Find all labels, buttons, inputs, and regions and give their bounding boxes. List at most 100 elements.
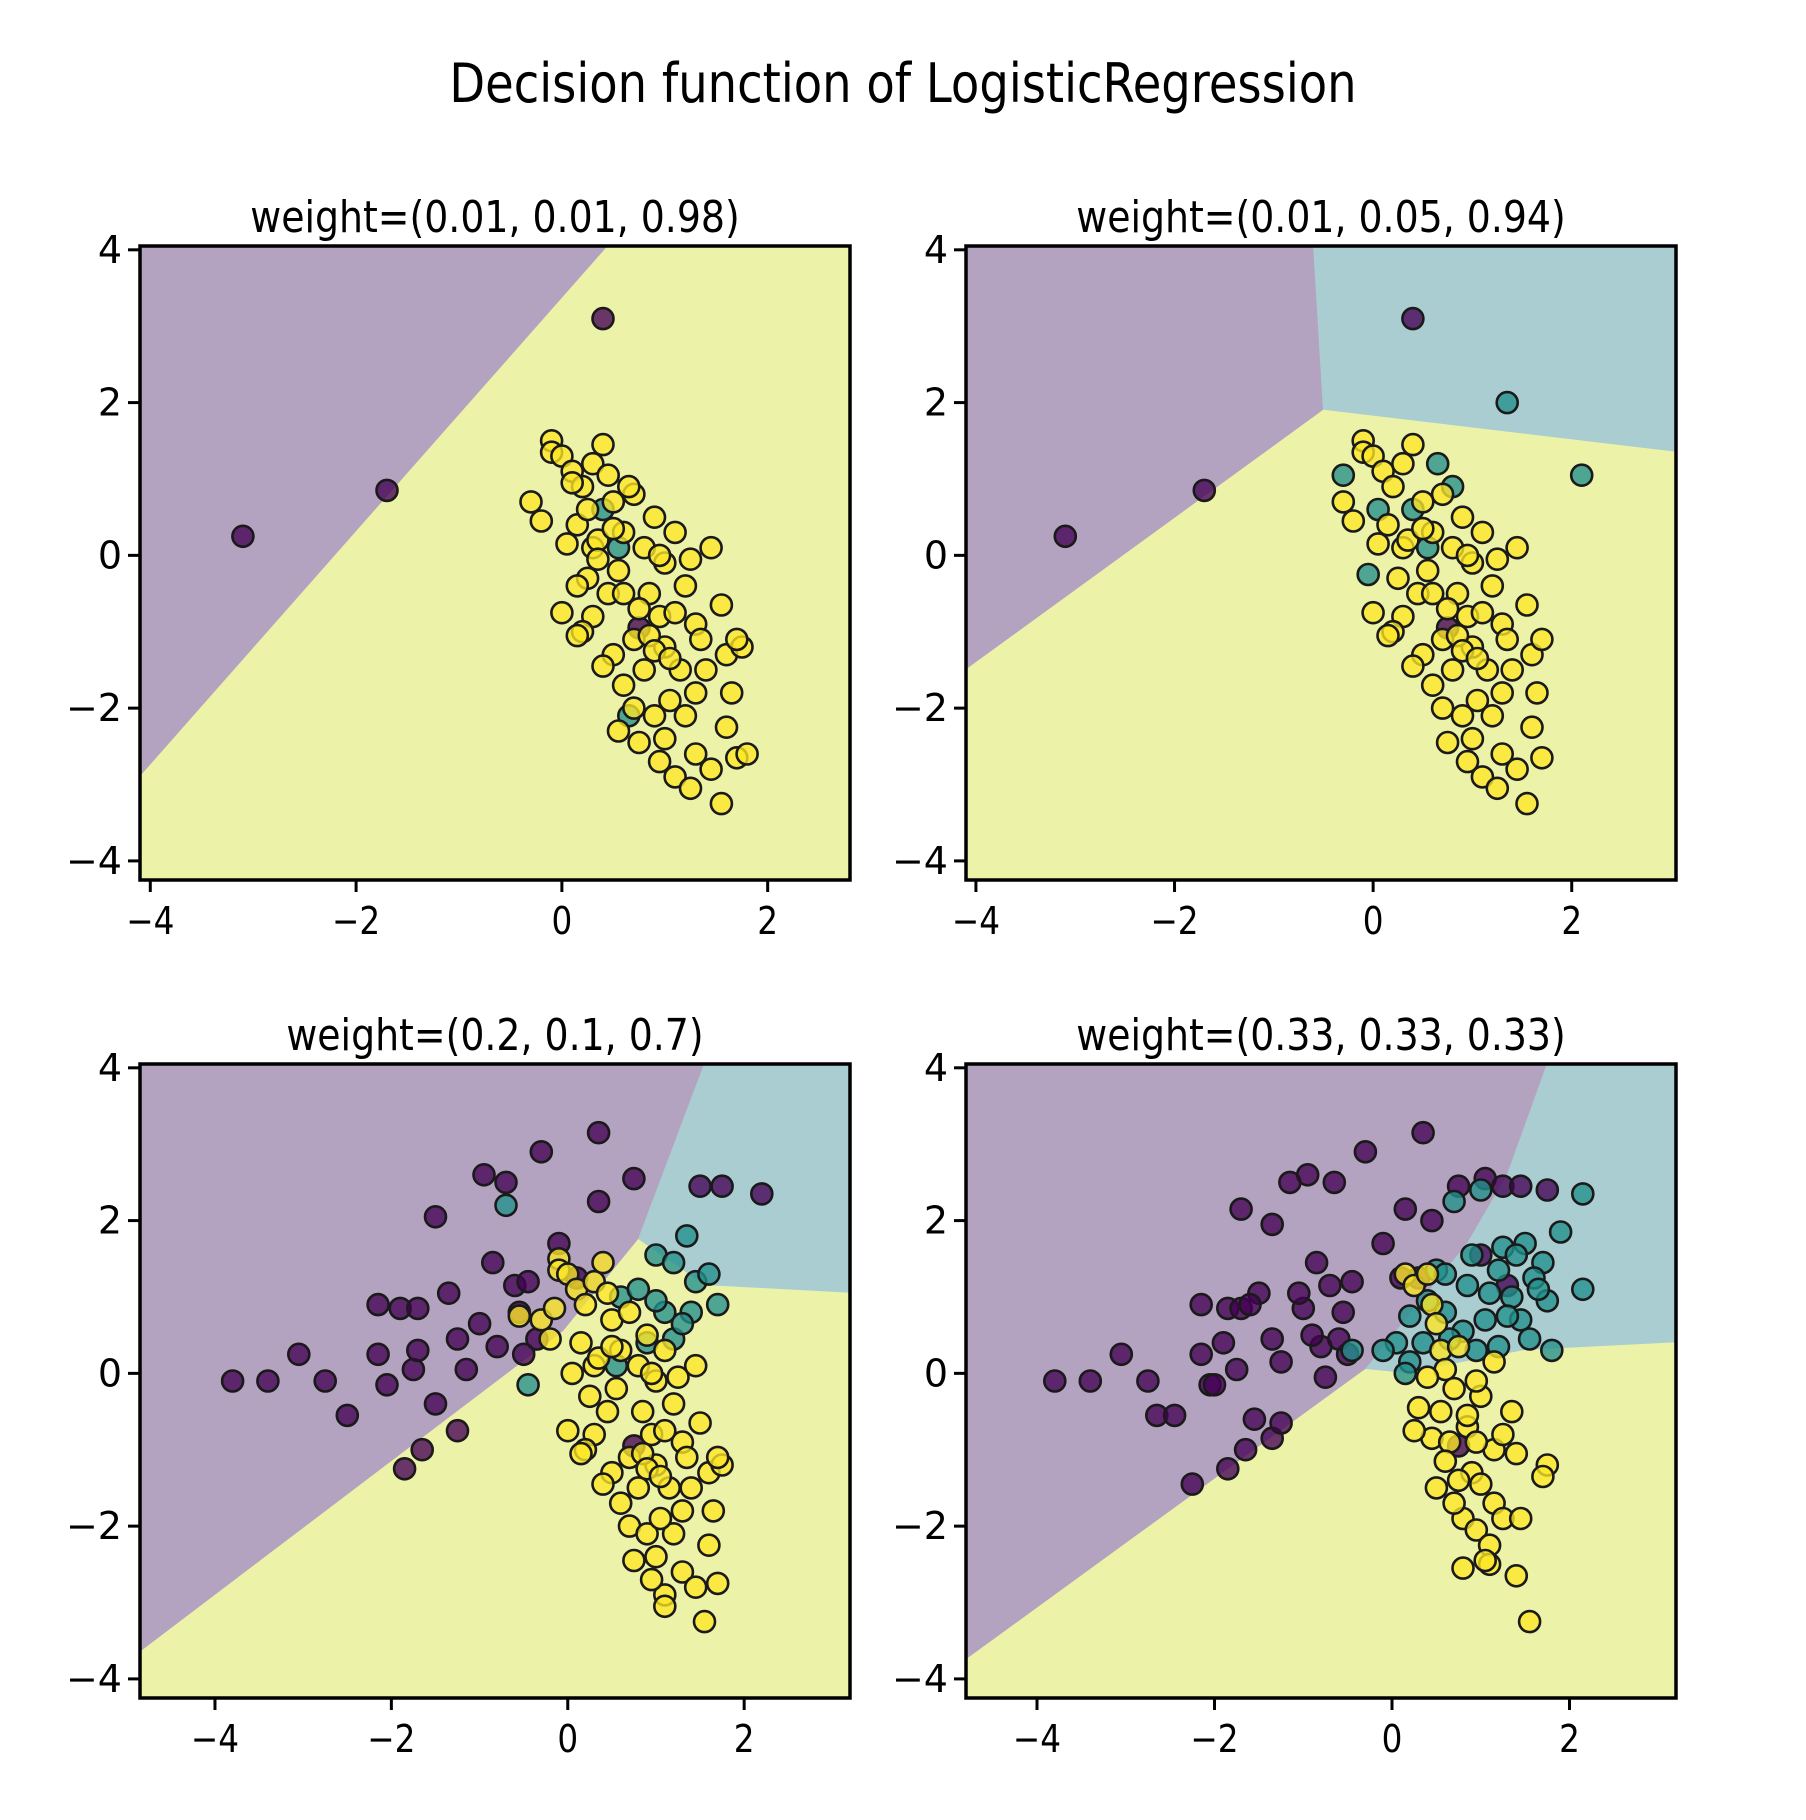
point bbox=[591, 306, 615, 331]
point bbox=[670, 1311, 695, 1336]
point bbox=[445, 1418, 470, 1443]
series-class-1 bbox=[1331, 390, 1594, 587]
point bbox=[1420, 1208, 1444, 1233]
point bbox=[674, 1445, 699, 1470]
point bbox=[1371, 1338, 1395, 1363]
point bbox=[642, 505, 667, 530]
x-tick-label: −2 bbox=[1150, 900, 1198, 944]
point bbox=[1433, 1449, 1458, 1473]
point bbox=[1440, 658, 1465, 682]
point bbox=[1540, 1338, 1564, 1363]
point bbox=[1491, 1422, 1515, 1447]
point bbox=[1415, 1262, 1440, 1286]
point bbox=[1411, 490, 1435, 514]
point bbox=[1420, 1292, 1444, 1317]
y-tick-label: 2 bbox=[924, 1199, 948, 1243]
point bbox=[632, 658, 657, 682]
point bbox=[1078, 1369, 1103, 1393]
point bbox=[1531, 1464, 1555, 1489]
point bbox=[1473, 1308, 1497, 1332]
point bbox=[701, 1499, 726, 1523]
point bbox=[1420, 581, 1445, 606]
axes-frame bbox=[138, 1062, 852, 1700]
point bbox=[1517, 1327, 1542, 1351]
point bbox=[375, 1373, 399, 1397]
point bbox=[647, 543, 672, 568]
point bbox=[1313, 1365, 1338, 1389]
point bbox=[335, 1403, 360, 1428]
x-tick-label: −4 bbox=[952, 900, 1000, 944]
point bbox=[1504, 1243, 1529, 1267]
point bbox=[661, 1522, 686, 1546]
point bbox=[1486, 1258, 1511, 1282]
point bbox=[749, 1182, 774, 1206]
point bbox=[1504, 1441, 1529, 1466]
point bbox=[1420, 673, 1445, 698]
point bbox=[1526, 1277, 1551, 1302]
point bbox=[596, 463, 621, 488]
point bbox=[688, 1174, 712, 1198]
point bbox=[1500, 658, 1524, 682]
point bbox=[710, 1174, 734, 1198]
point bbox=[1505, 757, 1529, 782]
point bbox=[1398, 1304, 1422, 1328]
point bbox=[256, 1369, 280, 1393]
point bbox=[1391, 451, 1415, 476]
x-tick-label: −4 bbox=[191, 1718, 239, 1762]
point bbox=[639, 1361, 664, 1386]
x-tick-label: −2 bbox=[367, 1718, 415, 1762]
figure-title: Decision function of LogisticRegression bbox=[449, 52, 1357, 115]
point bbox=[580, 451, 605, 476]
point bbox=[586, 547, 610, 572]
point bbox=[1470, 600, 1495, 625]
point bbox=[1318, 1273, 1342, 1298]
point bbox=[647, 749, 672, 774]
y-tick-label: 2 bbox=[98, 1199, 122, 1243]
point bbox=[658, 646, 682, 671]
point bbox=[1470, 520, 1495, 545]
point bbox=[573, 1292, 598, 1317]
point bbox=[1465, 646, 1490, 671]
series-class-2 bbox=[519, 428, 759, 816]
point bbox=[1260, 1212, 1284, 1237]
point bbox=[401, 1357, 426, 1382]
point bbox=[1508, 1174, 1533, 1198]
point bbox=[1504, 1564, 1529, 1588]
y-tick-label: 4 bbox=[98, 228, 122, 272]
point bbox=[1435, 596, 1460, 621]
point bbox=[1517, 1609, 1542, 1634]
point bbox=[627, 730, 651, 755]
point bbox=[705, 1571, 730, 1596]
point bbox=[555, 1418, 580, 1443]
point bbox=[1515, 593, 1539, 617]
point bbox=[1482, 1350, 1506, 1374]
point bbox=[445, 1327, 470, 1351]
point bbox=[1224, 1357, 1249, 1382]
point bbox=[1450, 505, 1475, 530]
point bbox=[1341, 509, 1366, 533]
point bbox=[694, 658, 718, 682]
point bbox=[575, 497, 600, 522]
point bbox=[1455, 749, 1480, 774]
point bbox=[648, 1506, 673, 1531]
point bbox=[565, 623, 590, 648]
point bbox=[670, 1499, 695, 1523]
point bbox=[692, 1609, 717, 1634]
point bbox=[1340, 1269, 1364, 1294]
point bbox=[472, 1163, 496, 1187]
point bbox=[220, 1369, 245, 1393]
point bbox=[642, 703, 667, 728]
point bbox=[626, 1277, 651, 1302]
point bbox=[683, 742, 708, 766]
x-tick-label: −4 bbox=[126, 900, 174, 944]
point bbox=[538, 1327, 562, 1351]
point bbox=[1192, 478, 1217, 503]
point bbox=[622, 1548, 646, 1573]
subplot-2: −4 −2 0 2 4 2 0 −2 −4 weight=(0.01, 0.05, 0.94) bbox=[892, 191, 1678, 944]
point bbox=[678, 547, 703, 572]
point bbox=[423, 1392, 448, 1416]
point bbox=[1331, 1300, 1355, 1325]
point bbox=[1361, 600, 1385, 625]
subplot-title: weight=(0.01, 0.05, 0.94) bbox=[1076, 191, 1565, 242]
